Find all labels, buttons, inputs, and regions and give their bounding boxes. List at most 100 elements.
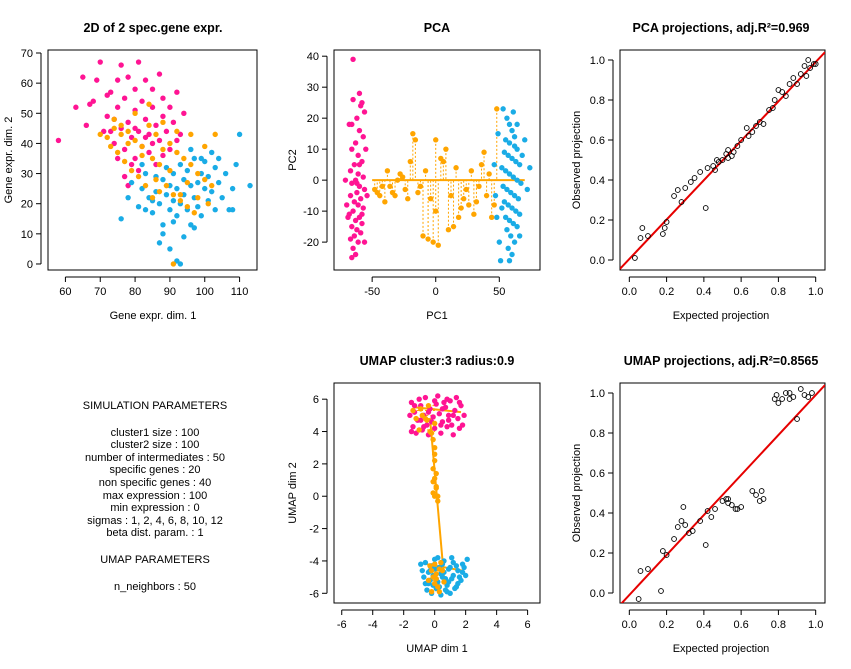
data-point-cluster2 xyxy=(444,588,450,595)
data-point-cluster1 xyxy=(114,155,121,162)
data-point-intermediate xyxy=(163,182,170,189)
data-point-intermediate xyxy=(202,143,208,150)
y-tick-label: 70 xyxy=(21,48,33,60)
data-point xyxy=(801,63,808,69)
x-tick-label: 70 xyxy=(94,286,106,298)
data-point-cluster1 xyxy=(135,59,142,65)
x-tick-label: 0.8 xyxy=(771,619,786,631)
data-point-intermediate xyxy=(202,176,208,183)
data-point-cluster1 xyxy=(177,131,184,138)
data-point-cluster1 xyxy=(149,86,156,92)
data-point xyxy=(760,121,767,127)
data-point-intermediate xyxy=(433,571,439,577)
data-point-intermediate xyxy=(435,498,441,504)
data-point xyxy=(794,81,800,87)
sim-param-line: sigmas : 1, 2, 4, 6, 8, 10, 12 xyxy=(87,514,223,527)
data-point-intermediate xyxy=(149,194,156,201)
y-tick-label: 1.0 xyxy=(590,55,605,67)
data-point-cluster2 xyxy=(511,192,518,199)
data-point xyxy=(674,524,681,530)
data-point-cluster1 xyxy=(438,422,444,428)
data-point-intermediate xyxy=(195,194,201,201)
x-tick-label: 80 xyxy=(129,286,141,298)
data-point-cluster2 xyxy=(506,140,513,146)
regression-line xyxy=(620,51,825,270)
data-point-intermediate xyxy=(132,137,138,144)
data-point-cluster1 xyxy=(431,425,438,431)
data-point-cluster2 xyxy=(236,131,243,138)
data-point xyxy=(753,492,759,498)
y-tick-label: 0.6 xyxy=(590,135,605,147)
data-point-cluster2 xyxy=(511,134,518,140)
data-point-cluster2 xyxy=(198,213,204,219)
data-point-cluster1 xyxy=(461,412,467,419)
umap-points xyxy=(407,393,470,598)
umap-proj-plot-box xyxy=(619,382,826,604)
data-point-cluster2 xyxy=(514,146,520,152)
data-point-intermediate xyxy=(160,146,166,153)
data-point-cluster1 xyxy=(452,407,458,414)
data-point-cluster2 xyxy=(188,182,194,189)
data-point xyxy=(678,199,685,205)
data-point-cluster2 xyxy=(505,202,511,208)
data-point-intermediate xyxy=(431,420,438,427)
data-point-cluster1 xyxy=(114,104,121,110)
y-tick-label: -4 xyxy=(309,556,319,568)
data-point xyxy=(712,506,718,512)
data-point-cluster1 xyxy=(170,119,177,126)
data-point-cluster2 xyxy=(524,186,530,193)
data-point-cluster2 xyxy=(184,167,191,174)
pca-panel: PCA -50 0 50 -20 -10 0 10 20 30 40 PC1 PC2 xyxy=(287,21,541,322)
data-point xyxy=(807,65,813,71)
data-point xyxy=(674,187,681,193)
data-point-cluster2 xyxy=(511,239,518,245)
data-point xyxy=(663,219,670,225)
data-point-cluster2 xyxy=(422,559,429,566)
x-tick-label: -2 xyxy=(399,619,409,631)
data-point xyxy=(738,137,744,143)
data-point xyxy=(660,548,666,554)
x-tick-label: 110 xyxy=(231,286,249,298)
x-tick-label: 50 xyxy=(493,286,505,298)
data-point-cluster1 xyxy=(422,394,429,401)
data-point-cluster2 xyxy=(135,204,142,210)
y-tick-label: 10 xyxy=(307,144,319,156)
data-point-cluster1 xyxy=(121,173,128,180)
data-point-intermediate xyxy=(209,182,215,189)
y-tick-label: 0.0 xyxy=(590,588,605,600)
data-point-cluster1 xyxy=(359,220,365,227)
x-tick-label: 1.0 xyxy=(808,286,823,298)
data-point xyxy=(645,566,651,572)
data-point-cluster2 xyxy=(508,233,514,239)
data-point-cluster2 xyxy=(156,240,163,246)
data-point-cluster1 xyxy=(450,432,456,438)
data-point-intermediate xyxy=(458,205,464,211)
data-point-cluster1 xyxy=(160,113,166,120)
data-point-intermediate xyxy=(453,165,459,171)
y-tick-label: 50 xyxy=(21,108,33,120)
data-point-intermediate xyxy=(420,233,426,239)
data-point-cluster2 xyxy=(128,179,135,186)
data-point-cluster2 xyxy=(160,231,166,237)
data-point-intermediate xyxy=(439,567,446,574)
data-point-cluster1 xyxy=(153,122,159,129)
data-point-cluster2 xyxy=(492,192,499,199)
data-point-intermediate xyxy=(488,214,495,221)
pca-title: PCA xyxy=(424,21,450,35)
data-point-intermediate xyxy=(118,131,124,138)
data-point xyxy=(663,552,670,558)
data-point-cluster2 xyxy=(499,165,505,171)
data-point-cluster1 xyxy=(407,412,413,419)
data-point-cluster2 xyxy=(506,171,513,177)
data-point-cluster1 xyxy=(436,411,443,417)
data-point xyxy=(797,386,804,392)
y-tick-label: 0.2 xyxy=(590,548,605,560)
data-point-cluster2 xyxy=(170,219,177,225)
data-point-cluster1 xyxy=(160,95,166,101)
data-point xyxy=(753,123,759,129)
data-point-intermediate xyxy=(407,158,413,165)
data-point-cluster1 xyxy=(156,137,163,144)
data-point-cluster1 xyxy=(354,227,360,233)
data-point-intermediate xyxy=(205,200,211,207)
data-point xyxy=(671,193,677,199)
